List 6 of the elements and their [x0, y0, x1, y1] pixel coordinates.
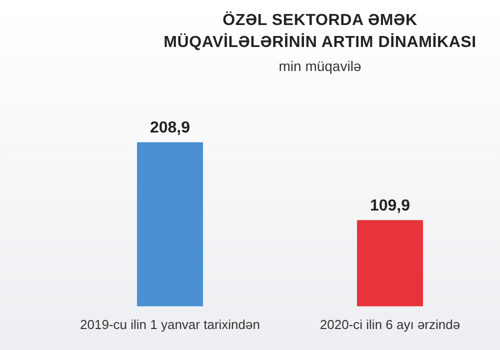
chart-subtitle: min müqavilə [278, 58, 362, 74]
x-tick-label: 2020-ci ilin 6 ayı ərzində [320, 316, 460, 332]
x-tick-label: 2019-cu ilin 1 yanvar tarixindən [80, 316, 260, 332]
data-label: 208,9 [150, 120, 190, 137]
chart-title: ÖZƏL SEKTORDA ƏMƏK MÜQAVİLƏLƏRİNİN ARTIM DİNAMİKASI [162, 10, 478, 53]
data-label: 109,9 [370, 197, 410, 214]
